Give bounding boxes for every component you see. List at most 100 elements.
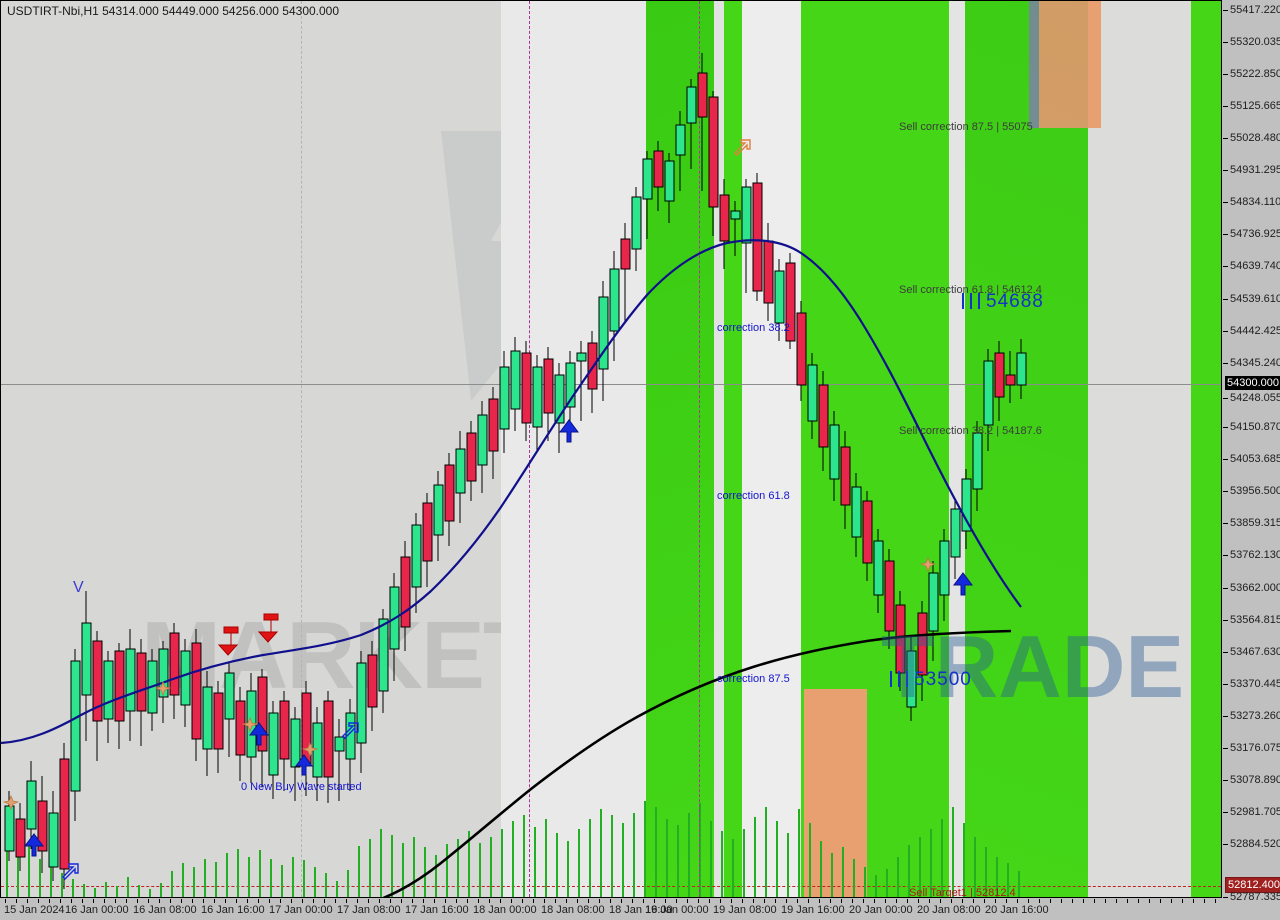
- arrow-up-icon: [559, 419, 579, 443]
- chart-plot-area[interactable]: MARKETZ TRADE: [0, 0, 1222, 898]
- time-tick: 20 Jan 00:00: [849, 904, 913, 916]
- time-tick: 15 Jan 2024: [4, 904, 65, 916]
- price-tick: 54345.240: [1223, 357, 1280, 369]
- time-tick-mark: [280, 899, 281, 903]
- price-tick: 55320.035: [1223, 36, 1280, 48]
- time-tick-mark: [951, 899, 952, 903]
- time-tick-mark: [225, 899, 226, 903]
- time-tick-mark: [885, 899, 886, 903]
- price-tick: 55028.480: [1223, 132, 1280, 144]
- time-tick-mark: [1105, 899, 1106, 903]
- time-tick-mark: [687, 899, 688, 903]
- time-tick-mark: [1138, 899, 1139, 903]
- time-tick-mark: [346, 899, 347, 903]
- annotation-sell-correction-875: Sell correction 87.5 | 55075: [899, 121, 1033, 133]
- price-tick: 54834.110: [1223, 196, 1280, 208]
- time-tick-mark: [1127, 899, 1128, 903]
- time-tick-mark: [775, 899, 776, 903]
- time-tick-mark: [203, 899, 204, 903]
- time-tick-mark: [38, 899, 39, 903]
- price-tick: 55125.665: [1223, 100, 1280, 112]
- time-tick-mark: [456, 899, 457, 903]
- time-tick-mark: [599, 899, 600, 903]
- time-tick-mark: [247, 899, 248, 903]
- time-tick-mark: [929, 899, 930, 903]
- time-tick-mark: [995, 899, 996, 903]
- price-tick: 53176.075: [1223, 742, 1280, 754]
- time-tick-mark: [588, 899, 589, 903]
- time-tick-mark: [126, 899, 127, 903]
- time-tick: 17 Jan 16:00: [405, 904, 469, 916]
- time-tick-mark: [5, 899, 6, 903]
- time-tick-mark: [489, 899, 490, 903]
- time-tick-mark: [423, 899, 424, 903]
- arrow-hollow-icon: [342, 722, 359, 739]
- chart-symbol-header: USDTIRT-Nbi,H1 54314.000 54449.000 54256…: [7, 4, 340, 18]
- time-tick-mark: [852, 899, 853, 903]
- price-axis[interactable]: 55417.220 55320.035 55222.850 55125.665 …: [1223, 0, 1280, 903]
- arrow-up-icon: [24, 833, 44, 857]
- time-tick: 17 Jan 00:00: [269, 904, 333, 916]
- time-tick-mark: [390, 899, 391, 903]
- time-tick-mark: [698, 899, 699, 903]
- price-tick: 53564.815: [1223, 614, 1280, 626]
- time-axis[interactable]: 15 Jan 2024 16 Jan 00:00 16 Jan 08:00 16…: [0, 899, 1222, 920]
- price-tick: 55222.850: [1223, 68, 1280, 80]
- fractal-star-icon: [241, 716, 259, 733]
- time-tick: 20 Jan 08:00: [917, 904, 981, 916]
- time-tick-mark: [1050, 899, 1051, 903]
- arrow-hollow-icon: [62, 863, 79, 880]
- price-tick: 54931.295: [1223, 164, 1280, 176]
- price-tick: 53662.000: [1223, 582, 1280, 594]
- time-tick-mark: [401, 899, 402, 903]
- time-tick-mark: [676, 899, 677, 903]
- price-tick: 54539.610: [1223, 293, 1280, 305]
- time-tick: 17 Jan 08:00: [337, 904, 401, 916]
- time-tick-mark: [368, 899, 369, 903]
- time-tick: 19 Jan 08:00: [713, 904, 777, 916]
- annotation-sell-target-1: Sell Target1 | 52812.4: [909, 887, 1016, 897]
- time-tick-mark: [335, 899, 336, 903]
- time-tick-mark: [533, 899, 534, 903]
- time-tick-mark: [148, 899, 149, 903]
- time-tick-mark: [16, 899, 17, 903]
- time-tick-mark: [555, 899, 556, 903]
- time-tick-mark: [236, 899, 237, 903]
- time-tick-mark: [82, 899, 83, 903]
- time-tick-mark: [940, 899, 941, 903]
- time-tick-mark: [1204, 899, 1205, 903]
- price-tick: 53273.260: [1223, 710, 1280, 722]
- price-tick: 54442.425: [1223, 325, 1280, 337]
- time-tick-mark: [808, 899, 809, 903]
- time-tick: 18 Jan 08:00: [541, 904, 605, 916]
- time-tick-mark: [1017, 899, 1018, 903]
- sell-target-price-label: 52812.400: [1225, 877, 1280, 893]
- price-tick: 53762.130: [1223, 549, 1280, 561]
- time-tick-mark: [709, 899, 710, 903]
- signal-markers: [2, 139, 980, 880]
- fractal-star-icon: [301, 741, 319, 758]
- current-price-label: 54300.000: [1225, 376, 1280, 390]
- time-tick-mark: [896, 899, 897, 903]
- time-tick-mark: [137, 899, 138, 903]
- time-tick-mark: [1094, 899, 1095, 903]
- time-tick-mark: [1149, 899, 1150, 903]
- price-tick: 52981.705: [1223, 806, 1280, 818]
- time-tick: 19 Jan 00:00: [645, 904, 709, 916]
- time-tick: 19 Jan 16:00: [781, 904, 845, 916]
- price-tick: 53956.500: [1223, 485, 1280, 497]
- time-tick-mark: [258, 899, 259, 903]
- time-tick-mark: [753, 899, 754, 903]
- time-tick-mark: [214, 899, 215, 903]
- time-tick-mark: [500, 899, 501, 903]
- arrow-down-icon: [257, 613, 279, 643]
- time-tick-mark: [577, 899, 578, 903]
- price-tick: 54736.925: [1223, 228, 1280, 240]
- price-tick: 54053.685: [1223, 453, 1280, 465]
- price-tick: 53859.315: [1223, 517, 1280, 529]
- price-tick: 54248.055: [1223, 392, 1280, 404]
- time-tick-mark: [170, 899, 171, 903]
- time-tick-mark: [1182, 899, 1183, 903]
- annotation-new-buy-wave: 0 New Buy Wave started: [241, 781, 362, 793]
- time-tick-mark: [797, 899, 798, 903]
